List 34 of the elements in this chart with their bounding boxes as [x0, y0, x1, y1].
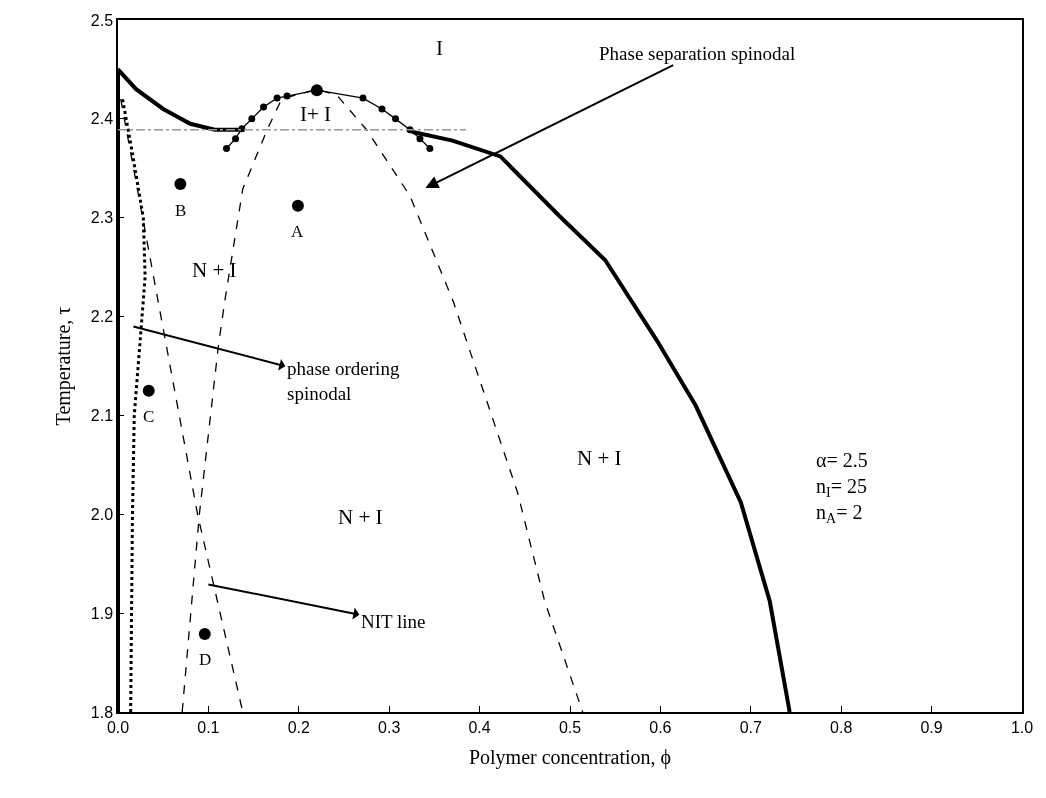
x-tick-label: 0.4 [468, 718, 491, 736]
x-tick-label: 0.0 [106, 718, 130, 736]
annotation: α= 2.5 n$_{I}$= 25 n$_{A}$= 2 [816, 449, 868, 527]
annotation: N + I [338, 505, 383, 529]
annotation: C [143, 407, 155, 426]
x-tick-label: 0.1 [197, 718, 220, 736]
x-tick-label: 1.0 [1010, 718, 1034, 736]
y-tick-label: 2.2 [90, 308, 114, 326]
x-tick-label: 0.2 [287, 718, 311, 736]
y-tick-label: 1.8 [90, 703, 114, 721]
y-tick-label: 1.9 [90, 604, 114, 622]
x-tick-label: 0.3 [378, 718, 401, 736]
x-tick-label: 0.5 [558, 718, 582, 736]
annotation: N + I [577, 446, 622, 470]
y-axis-title: Temperature, τ [51, 306, 75, 426]
y-tick-label: 2.1 [90, 407, 114, 425]
y-tick-label: 2.0 [90, 505, 114, 523]
annotation: D [199, 650, 212, 669]
y-tick-label: 2.5 [90, 11, 114, 29]
y-tick-label: 2.4 [90, 110, 114, 128]
annotation: A [291, 222, 304, 241]
annotation: I+ I [300, 102, 332, 126]
x-tick-label: 0.6 [649, 718, 672, 736]
annotation: Phase separation spinodal [599, 43, 796, 64]
x-tick-label: 0.8 [830, 718, 853, 736]
x-tick-label: 0.9 [920, 718, 943, 736]
annotation: NIT line [361, 611, 426, 632]
annotation: phase ordering spinodal [287, 358, 400, 404]
annotation: I [436, 36, 443, 60]
annotation: N + I [192, 258, 237, 282]
x-axis-title: Polymer concentration, ϕ [468, 745, 672, 769]
x-tick-label: 0.7 [739, 718, 763, 736]
annotation: B [175, 201, 187, 220]
y-tick-label: 2.3 [90, 209, 114, 227]
